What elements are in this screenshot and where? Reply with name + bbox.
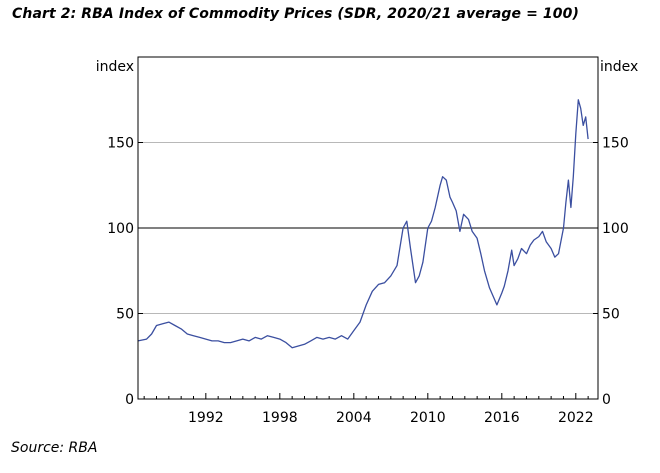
series-line-commodity-index <box>137 99 589 349</box>
x-tick-label: 1998 <box>262 410 298 426</box>
source-note: Source: RBA <box>11 440 98 456</box>
y-tick-label-right: 0 <box>602 392 611 408</box>
chart-title: Chart 2: RBA Index of Commodity Prices (… <box>12 6 579 22</box>
y-tick-label-left: 50 <box>116 307 134 323</box>
left-axis-label: index <box>96 59 134 75</box>
x-tick-label: 2016 <box>484 410 520 426</box>
x-tick-label: 2004 <box>336 410 372 426</box>
gridlines <box>138 142 598 314</box>
axis-labels: 0 0 50 50 100 100 150 150 1992 1998 2004 2010 2016 20… <box>107 136 628 427</box>
y-tick-label-right: 100 <box>602 221 629 237</box>
y-tick-label-right: 50 <box>602 307 620 323</box>
y-tick-label-left: 100 <box>107 221 134 237</box>
axis-ticks <box>138 142 598 400</box>
x-tick-label: 2010 <box>410 410 446 426</box>
y-tick-label-left: 150 <box>107 136 134 152</box>
y-tick-label-left: 0 <box>125 392 134 408</box>
right-axis-label: index <box>600 59 638 75</box>
x-tick-label: 1992 <box>188 410 224 426</box>
x-tick-label: 2022 <box>558 410 594 426</box>
y-tick-label-right: 150 <box>602 136 629 152</box>
